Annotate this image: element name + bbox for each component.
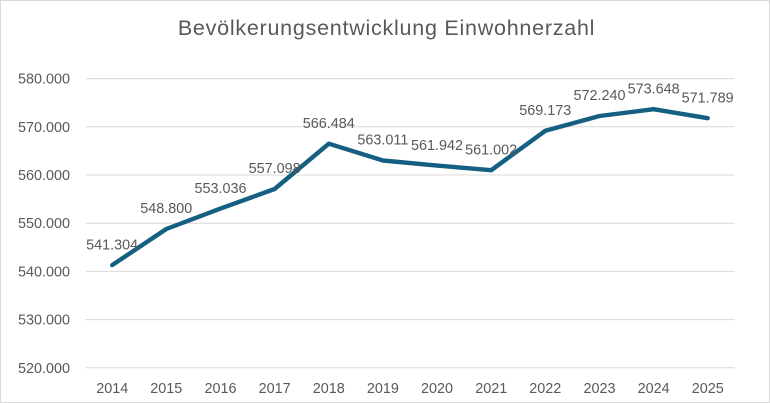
- svg-text:569.173: 569.173: [519, 103, 571, 119]
- svg-text:2025: 2025: [692, 381, 724, 397]
- svg-text:2015: 2015: [150, 381, 182, 397]
- svg-text:Bevölkerungsentwicklung Einwoh: Bevölkerungsentwicklung Einwohnerzahl: [178, 16, 595, 40]
- svg-text:2024: 2024: [638, 381, 670, 397]
- svg-text:580.000: 580.000: [18, 72, 70, 88]
- svg-text:561.942: 561.942: [411, 138, 463, 154]
- svg-text:541.304: 541.304: [86, 237, 138, 253]
- svg-text:566.484: 566.484: [303, 116, 355, 132]
- svg-text:550.000: 550.000: [18, 216, 70, 232]
- svg-text:530.000: 530.000: [18, 313, 70, 329]
- svg-text:520.000: 520.000: [18, 361, 70, 377]
- svg-text:2023: 2023: [583, 381, 615, 397]
- svg-text:572.240: 572.240: [573, 88, 625, 104]
- svg-text:2018: 2018: [313, 381, 345, 397]
- svg-text:553.036: 553.036: [194, 181, 246, 197]
- svg-text:540.000: 540.000: [18, 264, 70, 280]
- svg-text:2022: 2022: [529, 381, 561, 397]
- svg-text:573.648: 573.648: [628, 81, 680, 97]
- svg-text:2020: 2020: [421, 381, 453, 397]
- svg-text:2019: 2019: [367, 381, 399, 397]
- svg-text:571.789: 571.789: [682, 90, 734, 106]
- svg-text:563.011: 563.011: [357, 133, 408, 149]
- svg-text:2017: 2017: [259, 381, 291, 397]
- svg-text:570.000: 570.000: [18, 120, 70, 136]
- svg-text:2021: 2021: [475, 381, 507, 397]
- svg-text:560.000: 560.000: [18, 168, 70, 184]
- svg-text:2014: 2014: [96, 381, 128, 397]
- svg-text:2016: 2016: [204, 381, 236, 397]
- svg-text:557.098: 557.098: [249, 161, 301, 177]
- svg-text:561.002: 561.002: [465, 142, 517, 158]
- svg-text:548.800: 548.800: [140, 201, 192, 217]
